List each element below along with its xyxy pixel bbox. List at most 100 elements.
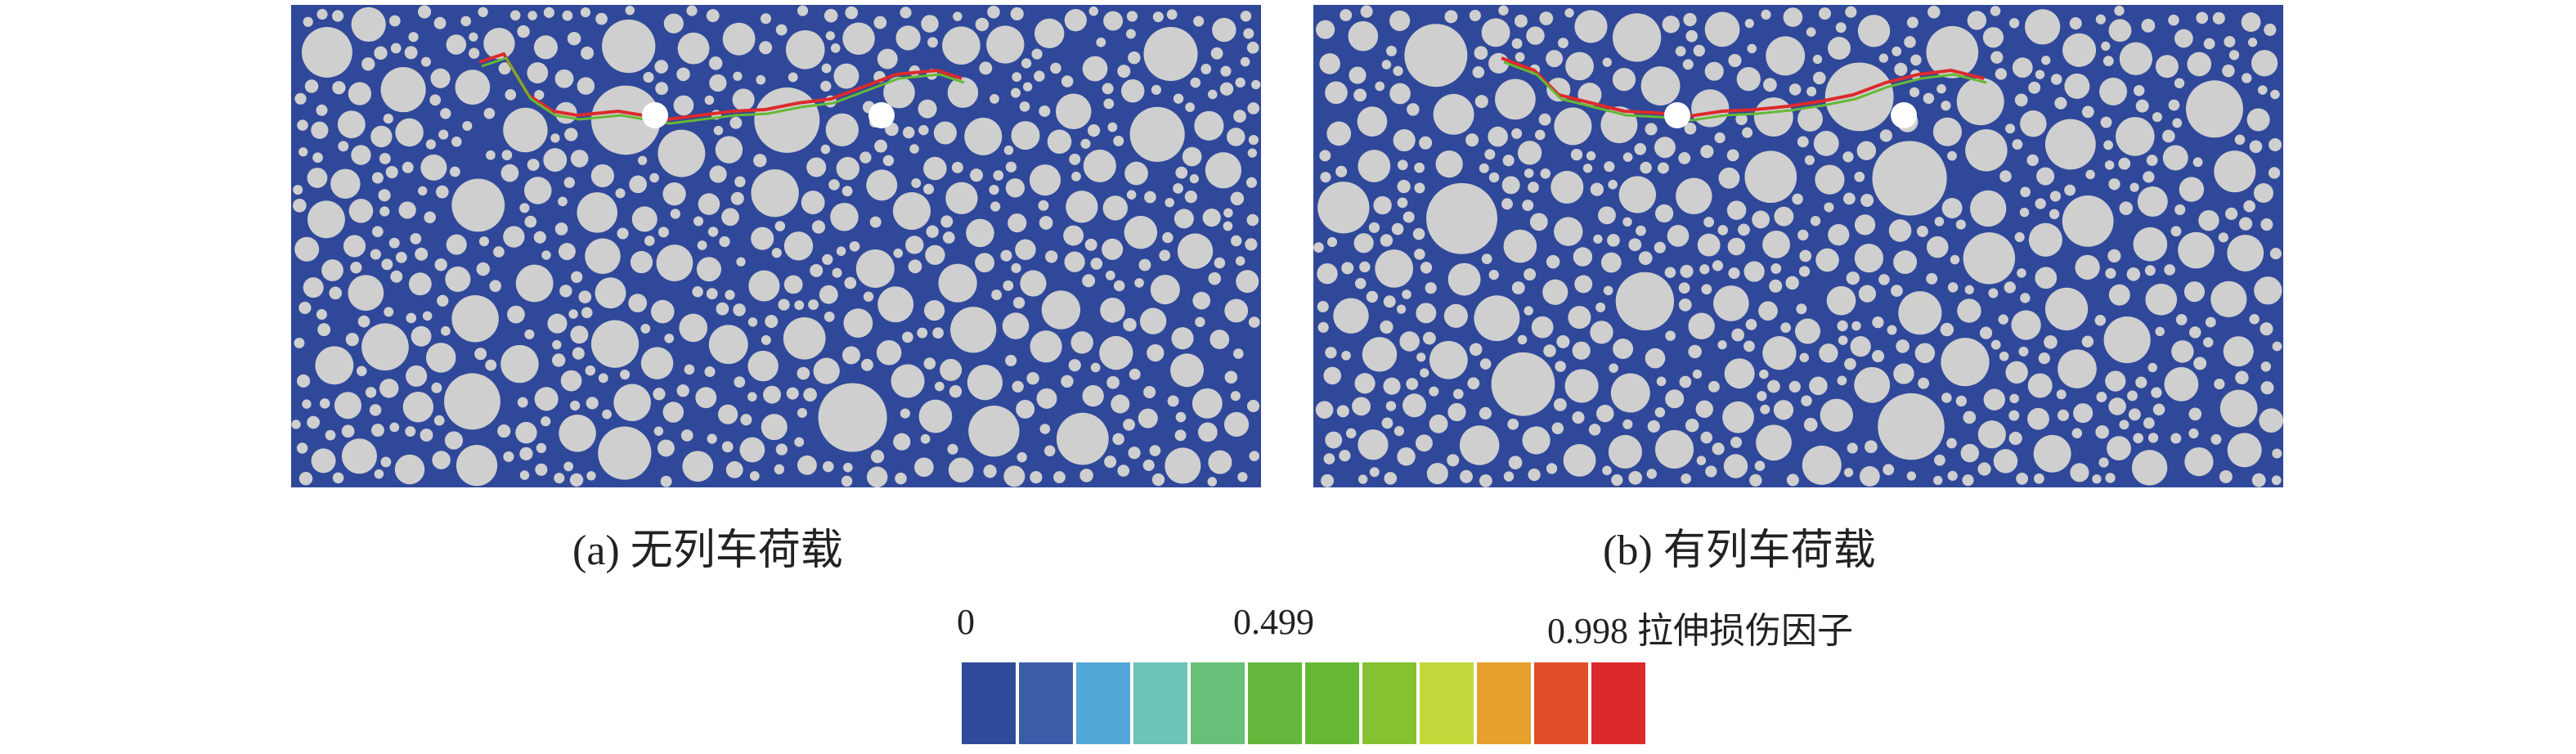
aggregate — [1030, 330, 1062, 363]
aggregate — [1173, 182, 1183, 194]
aggregate — [1323, 453, 1335, 465]
aggregate — [1340, 9, 1353, 21]
aggregate — [1459, 425, 1500, 465]
aggregate — [923, 183, 935, 195]
aggregate — [975, 17, 990, 32]
aggregate — [2014, 93, 2028, 107]
aggregate — [676, 384, 689, 397]
aggregate — [1474, 295, 1520, 342]
aggregate — [1149, 445, 1161, 456]
aggregate — [2235, 370, 2249, 384]
aggregate — [1111, 394, 1130, 414]
aggregate — [316, 309, 327, 321]
aggregate — [357, 366, 367, 377]
aggregate — [1396, 304, 1407, 314]
aggregate — [602, 19, 656, 74]
aggregate — [1230, 191, 1245, 206]
aggregate — [429, 94, 442, 106]
aggregate — [1325, 431, 1343, 449]
aggregate — [1941, 338, 1990, 387]
aggregate — [1323, 366, 1342, 385]
aggregate — [866, 169, 898, 201]
aggregate — [2020, 293, 2031, 303]
aggregate — [2075, 254, 2100, 281]
aggregate — [1359, 261, 1371, 273]
aggregate — [843, 462, 853, 473]
aggregate — [2271, 475, 2282, 486]
aggregate — [1941, 101, 1951, 111]
aggregate — [1728, 53, 1742, 68]
aggregate — [2162, 145, 2188, 171]
aggregate — [1742, 127, 1753, 138]
aggregate — [631, 206, 657, 232]
aggregate — [1628, 470, 1643, 485]
aggregate — [1182, 146, 1202, 167]
aggregate — [774, 221, 786, 231]
aggregate — [2114, 5, 2125, 16]
aggregate — [1796, 303, 1807, 315]
aggregate — [1654, 204, 1674, 223]
aggregate — [643, 72, 654, 83]
aggregate — [1167, 395, 1179, 407]
aggregate — [1941, 198, 1963, 218]
aggregate — [1366, 290, 1379, 303]
aggregate — [1219, 82, 1234, 96]
aggregate — [1102, 238, 1124, 260]
aggregate — [892, 191, 931, 230]
aggregate — [1602, 465, 1612, 476]
aggregate — [1679, 375, 1692, 388]
aggregate — [2036, 167, 2055, 186]
aggregate — [1788, 380, 1801, 393]
aggregate — [1070, 331, 1093, 354]
aggregate — [405, 426, 416, 437]
aggregate — [986, 25, 1025, 64]
aggregate — [1955, 395, 1968, 407]
aggregate — [1224, 370, 1238, 384]
aggregate — [2033, 434, 2071, 473]
aggregate — [2260, 322, 2273, 336]
aggregate — [297, 374, 311, 388]
aggregate — [1245, 238, 1258, 251]
legend-max-group: 0.998 拉伸损伤因子 — [1547, 601, 1853, 653]
aggregate — [2044, 119, 2096, 170]
aggregate — [1508, 456, 1523, 469]
aggregate — [2103, 316, 2151, 364]
aggregate — [2012, 57, 2033, 79]
aggregate — [1404, 24, 1468, 88]
aggregate — [527, 62, 549, 83]
aggregate — [653, 388, 666, 401]
aggregate — [1031, 48, 1043, 60]
aggregate — [505, 89, 517, 101]
aggregate — [1708, 380, 1720, 393]
aggregate — [2073, 403, 2094, 424]
aggregate — [1117, 65, 1131, 79]
aggregate — [1214, 257, 1226, 269]
aggregate — [940, 215, 954, 228]
aggregate — [841, 186, 853, 197]
aggregate — [1123, 317, 1137, 332]
aggregate — [1447, 263, 1481, 296]
aggregate — [1928, 5, 1941, 19]
aggregate — [630, 250, 653, 274]
aggregate — [2168, 14, 2179, 26]
aggregate — [1681, 473, 1692, 484]
aggregate — [725, 289, 735, 300]
aggregate — [747, 350, 779, 382]
aggregate — [489, 280, 502, 292]
aggregate — [990, 201, 1001, 212]
aggregate — [1551, 422, 1564, 434]
aggregate — [1511, 281, 1525, 294]
aggregate — [1175, 166, 1188, 179]
aggregate — [1603, 285, 1613, 296]
aggregate — [2038, 352, 2050, 365]
aggregate — [1596, 404, 1614, 423]
aggregate — [535, 463, 548, 476]
aggregate — [1999, 170, 2012, 182]
aggregate — [905, 236, 924, 254]
aggregate — [1233, 110, 1246, 123]
aggregate — [1656, 376, 1667, 387]
aggregate — [697, 240, 707, 250]
aggregate — [2151, 387, 2162, 398]
aggregate — [730, 191, 744, 205]
aggregate — [1090, 362, 1101, 373]
